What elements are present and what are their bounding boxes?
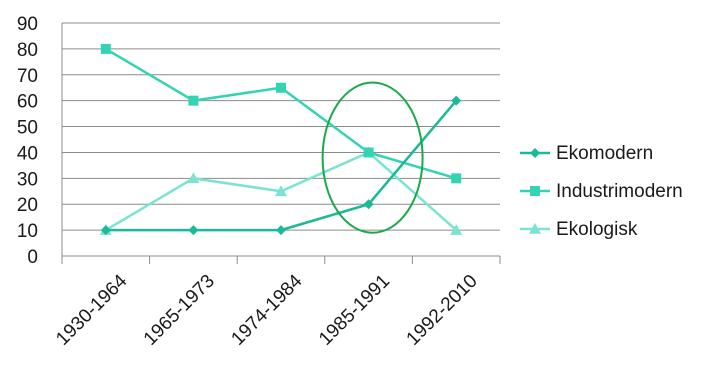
y-tick-label: 30 [17, 169, 38, 190]
y-tick-label: 80 [17, 40, 38, 61]
data-point [276, 82, 286, 93]
data-point [451, 173, 462, 184]
legend-label: Industrimodern [556, 181, 683, 202]
y-tick-label: 20 [17, 195, 38, 216]
x-tick-label: 1965-1973 [140, 271, 219, 350]
legend-item-ekologisk: Ekologisk [520, 219, 638, 240]
series-industrimodern [100, 43, 462, 184]
legend-item-industrimodern: Industrimodern [520, 181, 683, 202]
data-point [363, 199, 374, 210]
data-point [275, 185, 287, 197]
data-point [451, 95, 462, 106]
data-point [188, 95, 199, 106]
series-line [105, 47, 457, 180]
series-line [105, 99, 458, 232]
legend-marker [529, 223, 541, 234]
annotation [321, 81, 424, 234]
y-tick-label: 10 [17, 221, 38, 242]
legend-label: Ekologisk [556, 219, 638, 240]
legend-marker [530, 186, 540, 196]
data-point [188, 225, 199, 236]
legend: Ekomodern Industrimodern Ekologisk [520, 143, 683, 240]
legend-marker [530, 148, 540, 158]
x-tick-label: 1974-1984 [227, 270, 306, 349]
data-point [100, 43, 111, 54]
legend-item-ekomodern: Ekomodern [520, 143, 653, 164]
x-tick-label: 1992-2010 [403, 271, 482, 350]
y-tick-label: 50 [17, 118, 38, 139]
y-axis: 0 10 20 30 40 50 60 70 80 90 [17, 14, 63, 268]
data-point [363, 147, 374, 158]
y-tick-label: 40 [17, 143, 38, 164]
x-tick-label: 1985-1991 [315, 271, 394, 350]
data-point [100, 225, 111, 236]
x-axis: 1930-1964 1965-1973 1974-1984 1985-1991 1992… [52, 256, 501, 350]
data-point [187, 172, 200, 184]
y-tick-label: 90 [17, 14, 38, 35]
y-tick-label: 60 [17, 92, 38, 113]
series-lines [99, 43, 463, 236]
legend-label: Ekomodern [556, 143, 653, 164]
data-point [450, 224, 463, 235]
y-tick-label: 70 [17, 66, 38, 87]
x-tick-label: 1930-1964 [52, 270, 131, 349]
series-ekomodern [100, 95, 462, 236]
grid-lines [62, 22, 500, 257]
data-point [276, 225, 286, 236]
y-tick-label: 0 [27, 247, 38, 268]
highlight-ellipse [321, 81, 424, 234]
